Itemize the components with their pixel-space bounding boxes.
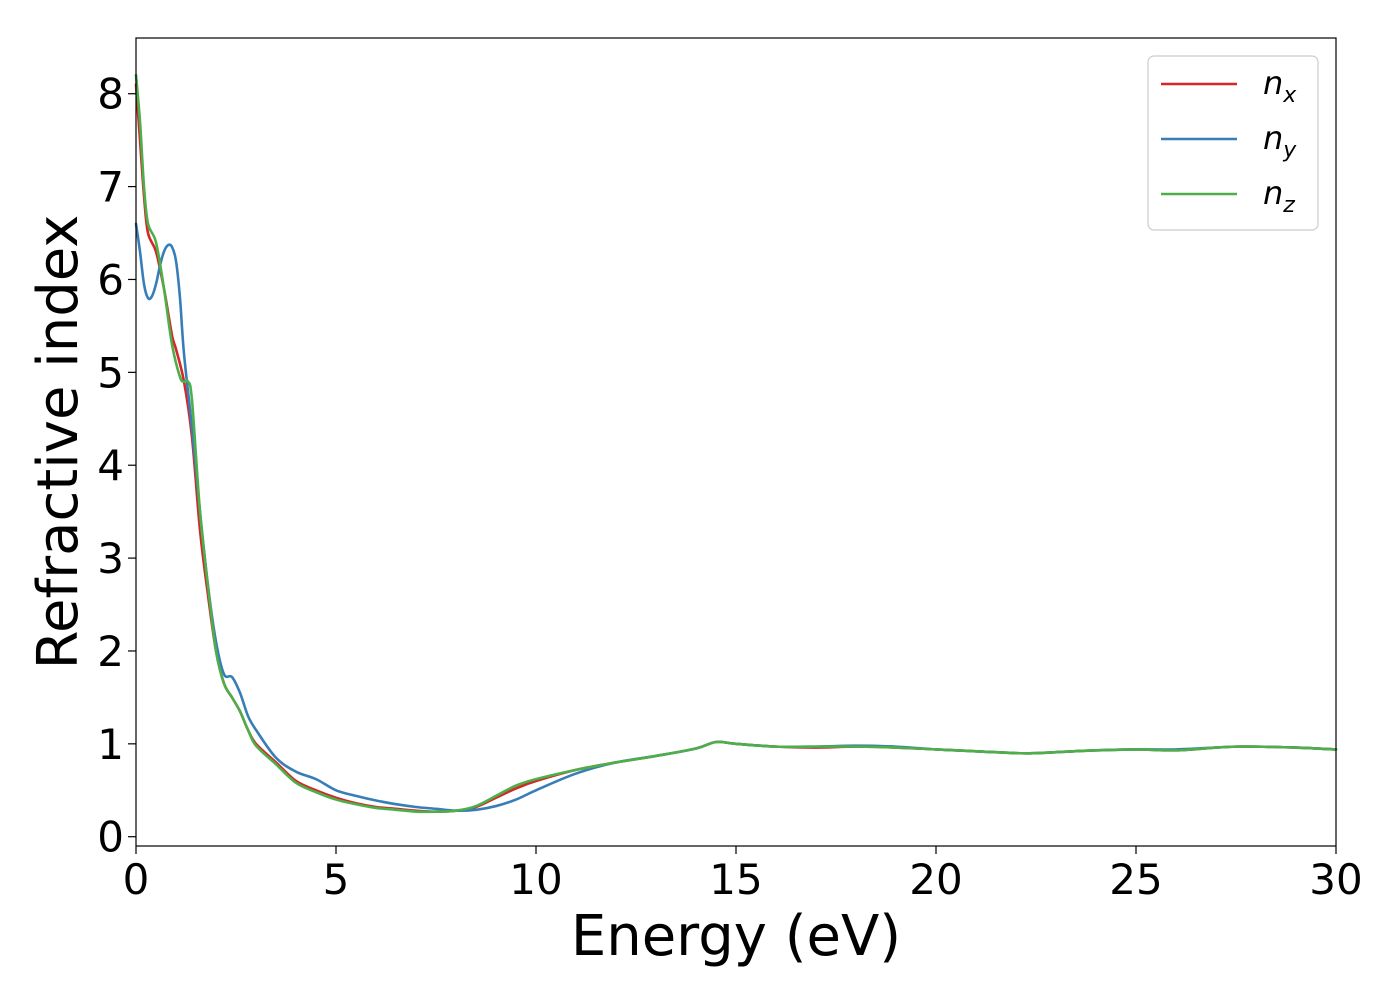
legend-label-base: n bbox=[1263, 64, 1283, 102]
y-tick-label: 2 bbox=[97, 627, 124, 676]
legend-label-base: n bbox=[1263, 174, 1283, 212]
y-tick-label: 1 bbox=[97, 720, 124, 769]
legend-box bbox=[1147, 55, 1319, 231]
series-line-nz bbox=[134, 73, 1338, 814]
y-axis-title: Refractive index bbox=[26, 215, 91, 670]
y-tick-label: 3 bbox=[97, 534, 124, 583]
y-tick-label: 7 bbox=[97, 163, 124, 212]
y-tick-label: 4 bbox=[97, 441, 124, 490]
ticks-layer: 0 5 10 15 20 25 30 0 1 2 3 4 5 6 7 8 bbox=[97, 70, 1362, 904]
legend-label-base: n bbox=[1263, 119, 1283, 157]
series-line-ny bbox=[134, 222, 1338, 813]
x-tick-label: 5 bbox=[323, 855, 350, 904]
x-tick-label: 20 bbox=[909, 855, 962, 904]
y-tick-label: 5 bbox=[97, 348, 124, 397]
legend-label-subscript: x bbox=[1282, 83, 1297, 108]
x-axis-title: Energy (eV) bbox=[571, 904, 901, 969]
y-tick-label: 0 bbox=[97, 813, 124, 862]
x-tick-label: 25 bbox=[1109, 855, 1162, 904]
legend-label-ny: ny bbox=[1263, 119, 1297, 163]
series-layer bbox=[134, 73, 1338, 814]
x-tick-label: 15 bbox=[709, 855, 762, 904]
legend-label-subscript: z bbox=[1282, 193, 1295, 218]
y-tick-label: 6 bbox=[97, 255, 124, 304]
x-tick-label: 0 bbox=[123, 855, 150, 904]
legend-label-nz: nz bbox=[1263, 174, 1295, 218]
x-tick-label: 10 bbox=[509, 855, 562, 904]
legend-label-subscript: y bbox=[1282, 138, 1297, 163]
x-tick-label: 30 bbox=[1309, 855, 1362, 904]
legend-label-nx: nx bbox=[1263, 64, 1297, 108]
y-tick-label: 8 bbox=[97, 70, 124, 119]
